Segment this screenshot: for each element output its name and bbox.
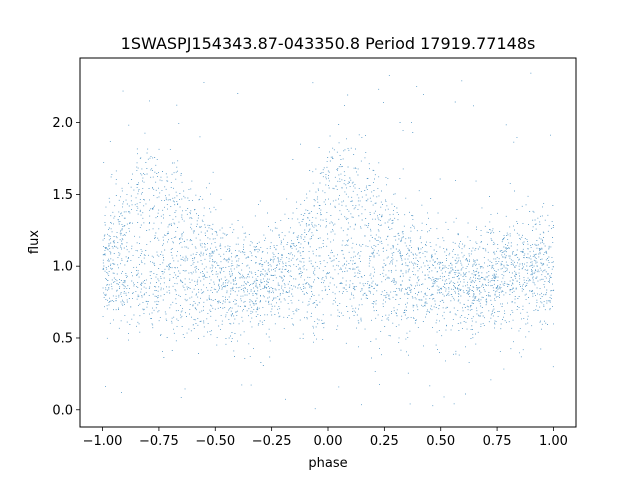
x-tick-label: 0.50 [426,434,455,449]
x-tick-label: 1.00 [539,434,568,449]
x-tick-label: −0.25 [252,434,292,449]
y-tick-label: 1.5 [52,188,73,203]
y-tick-label: 0.0 [52,403,73,418]
y-axis: 0.0 0.5 1.0 1.5 2.0 [52,116,80,418]
x-axis: −1.00 −0.75 −0.50 −0.25 0.00 0.25 0.50 0.75 1.00 [83,427,568,449]
x-tick-label: 0.75 [483,434,512,449]
chart-title: 1SWASPJ154343.87-043350.8 Period 17919.7… [121,34,536,53]
y-tick-label: 0.5 [52,331,73,346]
x-tick-label: 0.25 [370,434,399,449]
x-tick-label: −1.00 [83,434,123,449]
flux-points [102,72,555,410]
x-tick-label: 0.00 [314,434,343,449]
x-tick-label: −0.75 [139,434,179,449]
x-axis-label: phase [308,456,347,471]
y-tick-label: 1.0 [52,260,73,275]
y-tick-label: 2.0 [52,116,73,131]
x-tick-label: −0.50 [195,434,235,449]
data-points [102,72,555,410]
y-axis-label: flux [27,230,42,254]
